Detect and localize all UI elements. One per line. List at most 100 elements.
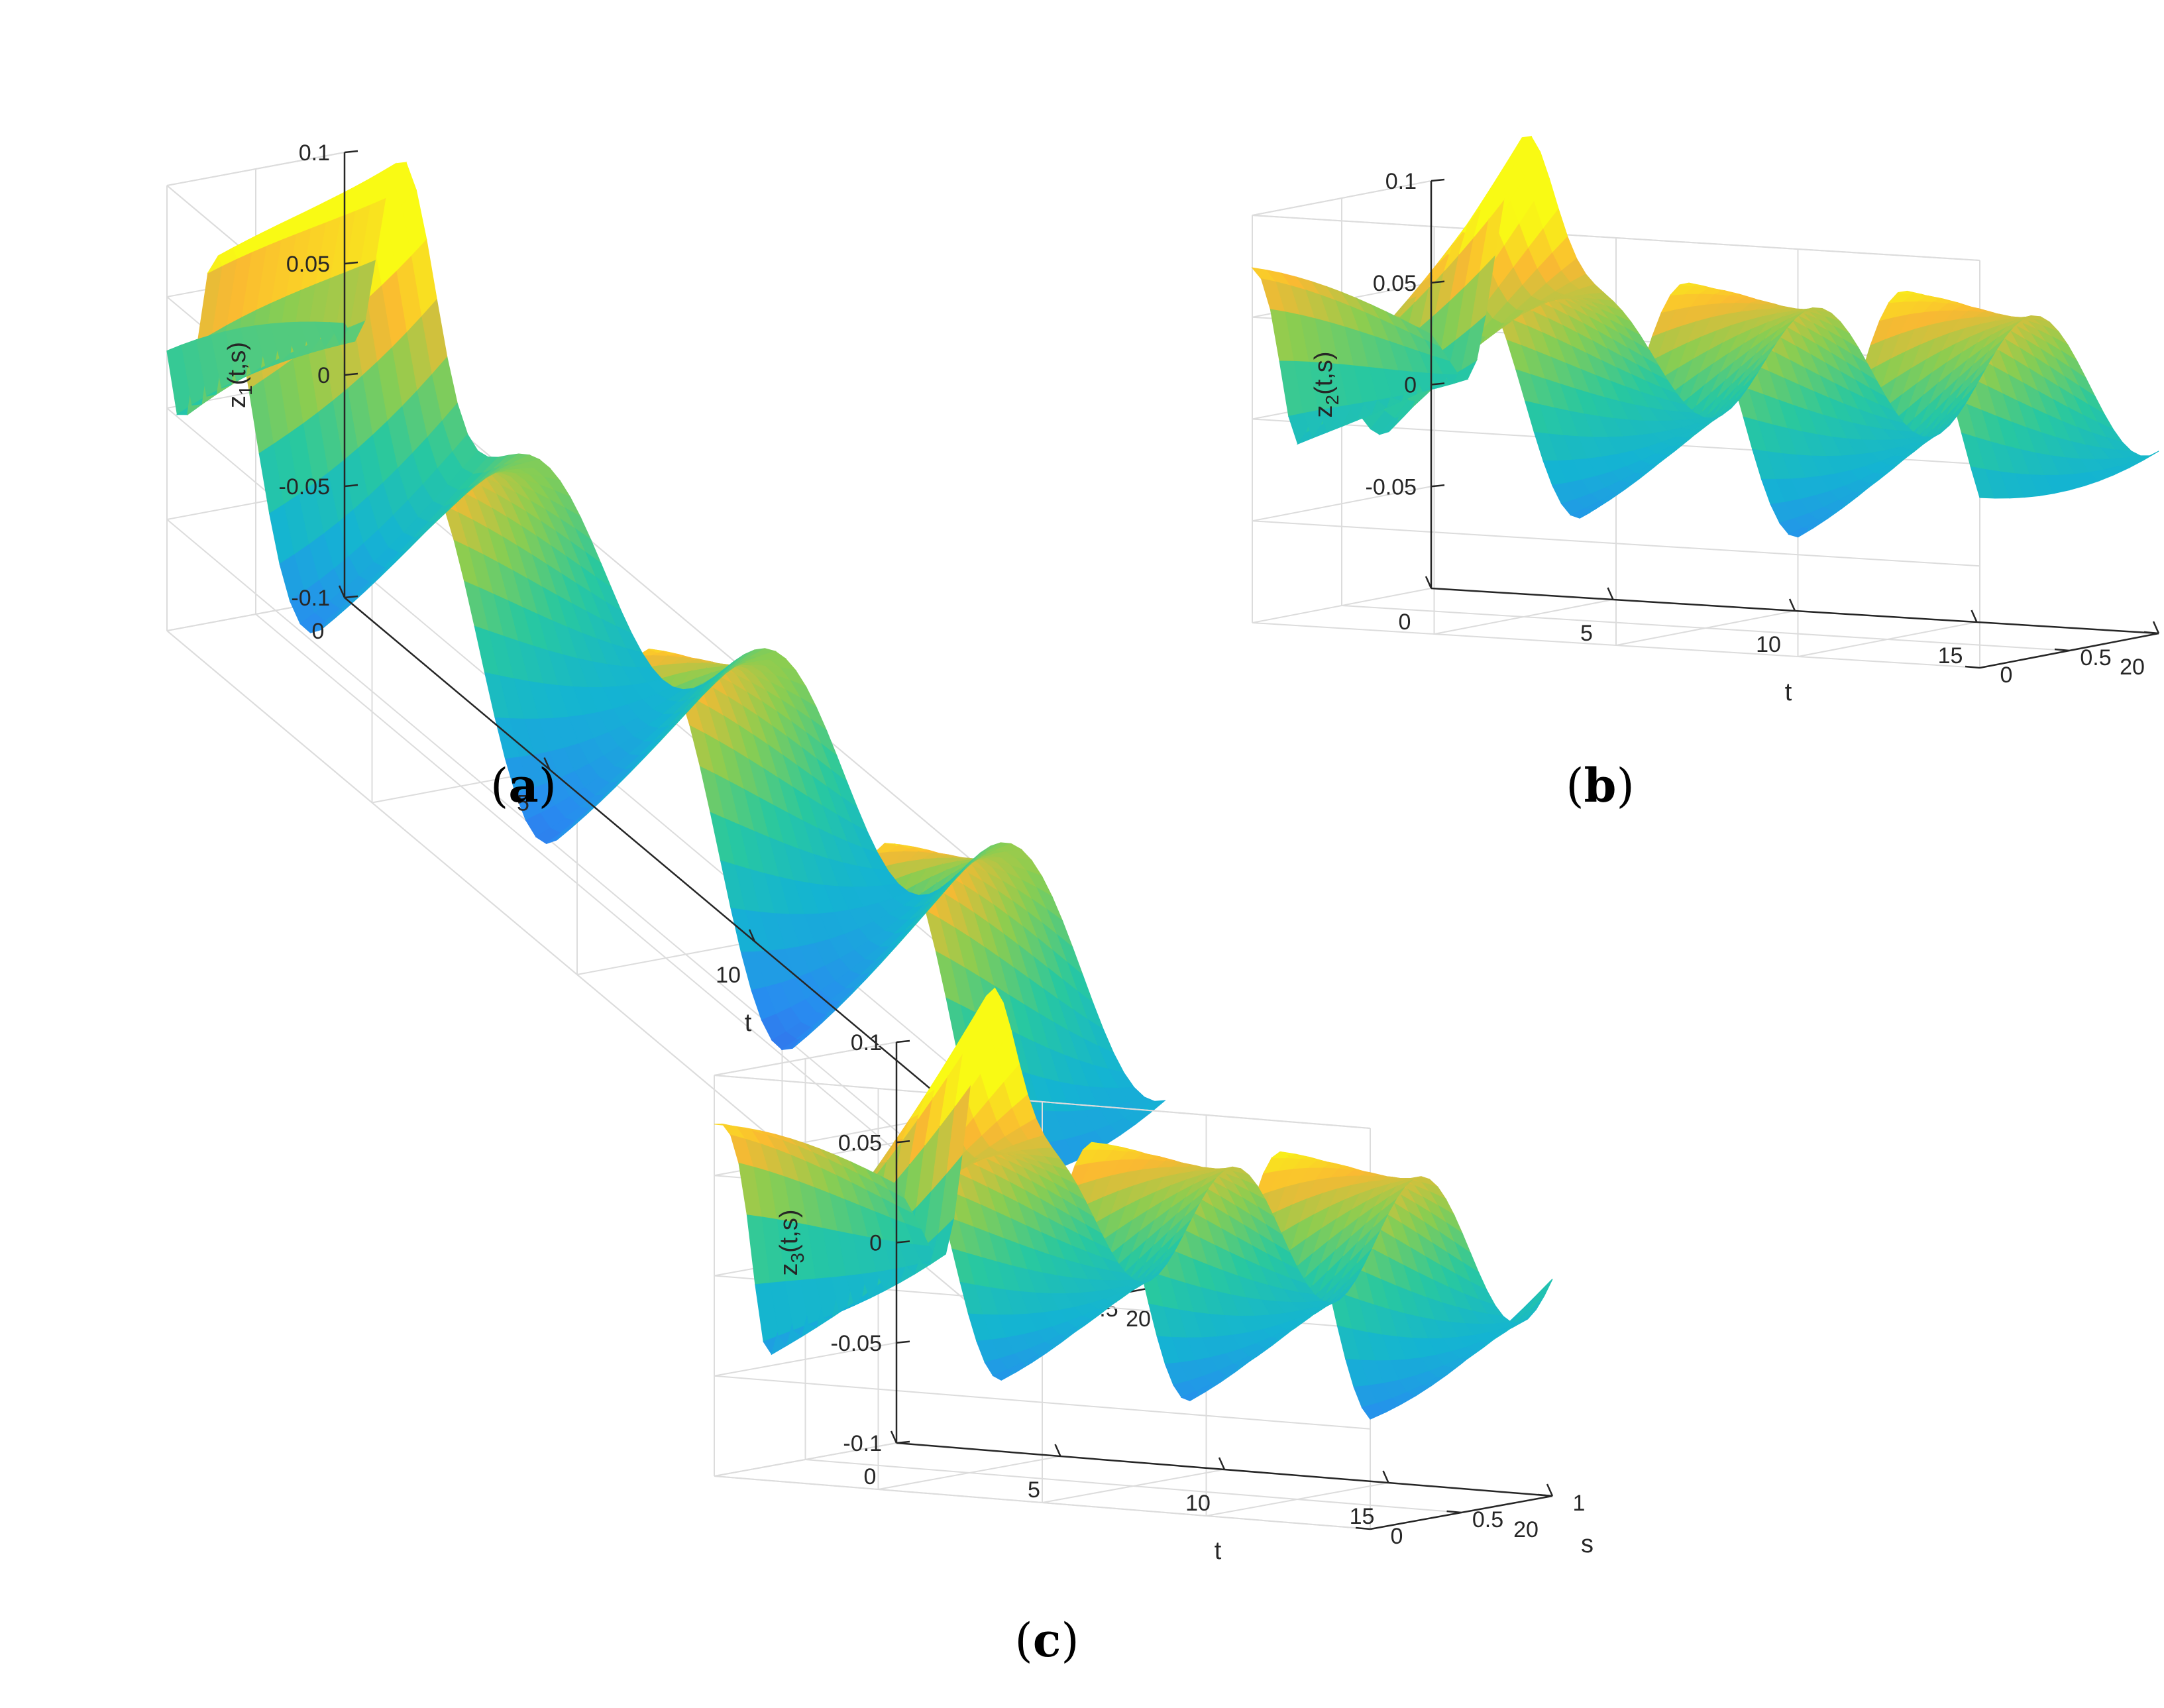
z-label-suffix: (t,s): [775, 1209, 803, 1252]
z-tick-label: 0: [869, 1231, 882, 1256]
y-tick-mark: [1446, 1510, 1462, 1514]
x-axis-label: t: [1785, 678, 1792, 706]
z-label-subscript: 2: [1322, 395, 1342, 405]
caption-close-paren: ): [1061, 1613, 1079, 1668]
z-tick-mark: [1431, 382, 1445, 386]
x-tick-mark: [1788, 598, 1796, 612]
surface-patch: [1529, 1279, 1553, 1310]
z-tick-label: -0.1: [843, 1431, 882, 1456]
x-tick-label: 0: [864, 1464, 877, 1489]
x-tick-label: 10: [1756, 632, 1781, 657]
y-tick-mark: [2054, 648, 2070, 652]
z-tick-label: 0.1: [299, 140, 330, 166]
caption-open-paren: (: [1014, 1613, 1032, 1668]
z-axis-label-text: z1(t,s): [223, 342, 256, 408]
z-tick-label: 0: [1404, 373, 1417, 398]
x-tick-label: 10: [1185, 1491, 1211, 1516]
y-tick-mark: [1965, 665, 1980, 669]
caption-letter: a: [508, 758, 538, 813]
y-tick-label: 0: [1391, 1524, 1403, 1549]
z-tick-mark: [896, 1140, 910, 1144]
z-tick-label: 0.1: [851, 1030, 882, 1055]
x-tick-mark: [338, 585, 346, 598]
z-tick-mark: [1431, 280, 1445, 284]
z-tick-label: 0.05: [838, 1130, 882, 1155]
z-tick-mark: [896, 1440, 910, 1444]
z-label-base: z: [223, 396, 251, 408]
y-axis-label: s: [1581, 1530, 1594, 1558]
x-tick-label: 0: [1399, 610, 1411, 635]
x-tick-label: 5: [1028, 1477, 1040, 1503]
caption-close-paren: ): [1616, 759, 1634, 813]
caption-letter: b: [1584, 758, 1617, 813]
caption-open-paren: (: [1566, 759, 1584, 813]
z-tick-label: 0.1: [1385, 169, 1417, 194]
caption-letter: c: [1033, 1613, 1061, 1668]
x-tick-label: 5: [1580, 621, 1593, 646]
z-tick-mark: [1431, 178, 1445, 182]
x-tick-mark: [1607, 587, 1614, 600]
x-tick-mark: [1218, 1457, 1226, 1470]
z-axis-label: z3(t,s): [775, 1209, 808, 1275]
z-tick-mark: [344, 484, 358, 488]
z-axis-label-text: z2(t,s): [1310, 351, 1342, 417]
x-axis-label: t: [1215, 1537, 1222, 1565]
z-tick-mark: [1431, 484, 1445, 488]
y-tick-label: 0: [2000, 663, 2013, 688]
x-tick-label: 15: [1938, 643, 1963, 668]
x-tick-mark: [1546, 1483, 1554, 1497]
x-tick-label: 0: [312, 619, 325, 644]
surface-c: [714, 987, 1553, 1420]
z-axis-label: z1(t,s): [223, 342, 256, 408]
x-tick-label: 20: [1513, 1517, 1539, 1542]
y-tick-mark: [1537, 1493, 1553, 1497]
z-tick-label: 0.05: [286, 252, 330, 277]
y-tick-label: 1: [1573, 1491, 1586, 1516]
y-tick-mark: [2143, 631, 2159, 635]
x-tick-label: 10: [716, 963, 741, 988]
z-tick-label: -0.05: [831, 1331, 883, 1356]
caption-open-paren: (: [490, 759, 508, 813]
z-tick-mark: [344, 150, 358, 154]
z-label-base: z: [775, 1263, 803, 1276]
z-tick-mark: [896, 1040, 910, 1043]
x-tick-mark: [1382, 1470, 1389, 1483]
surface-a: [166, 162, 1166, 1187]
surface-b: [1251, 135, 2159, 538]
z-tick-mark: [344, 595, 358, 599]
x-tick-label: 20: [2120, 655, 2145, 680]
panel-caption: (c): [1014, 1613, 1079, 1668]
panel-caption: (b): [1566, 758, 1635, 813]
surface-patch: [2134, 451, 2159, 462]
z-tick-label: 0: [317, 363, 330, 388]
z-tick-label: -0.1: [291, 586, 330, 611]
z-tick-label: -0.05: [1366, 474, 1417, 500]
z-tick-mark: [896, 1240, 910, 1244]
z-label-suffix: (t,s): [223, 342, 251, 385]
z-label-subscript: 3: [787, 1253, 808, 1263]
z-axis-label-text: z3(t,s): [775, 1209, 808, 1275]
panel-caption: (a): [490, 758, 557, 813]
x-tick-mark: [748, 929, 756, 942]
x-tick-mark: [1425, 576, 1433, 589]
z-label-base: z: [1310, 405, 1338, 418]
z-tick-mark: [344, 261, 358, 265]
y-tick-label: 0.5: [1472, 1507, 1503, 1532]
x-tick-mark: [890, 1430, 898, 1444]
z-axis-label: z2(t,s): [1310, 351, 1342, 417]
y-tick-mark: [1355, 1526, 1371, 1530]
y-tick-label: 0.5: [2080, 645, 2111, 670]
x-tick-mark: [543, 757, 551, 771]
z-tick-label: -0.05: [279, 474, 331, 500]
panel-a: 0510152000.51-0.1-0.0500.050.1tsz1(t,s)(…: [166, 140, 1209, 1348]
x-tick-label: 5: [517, 791, 529, 816]
z-label-suffix: (t,s): [1310, 351, 1338, 394]
z-tick-mark: [344, 372, 358, 376]
x-tick-mark: [2152, 621, 2160, 634]
z-tick-label: 0.05: [1373, 271, 1417, 296]
x-tick-mark: [1971, 610, 1978, 623]
z-tick-mark: [896, 1340, 910, 1344]
